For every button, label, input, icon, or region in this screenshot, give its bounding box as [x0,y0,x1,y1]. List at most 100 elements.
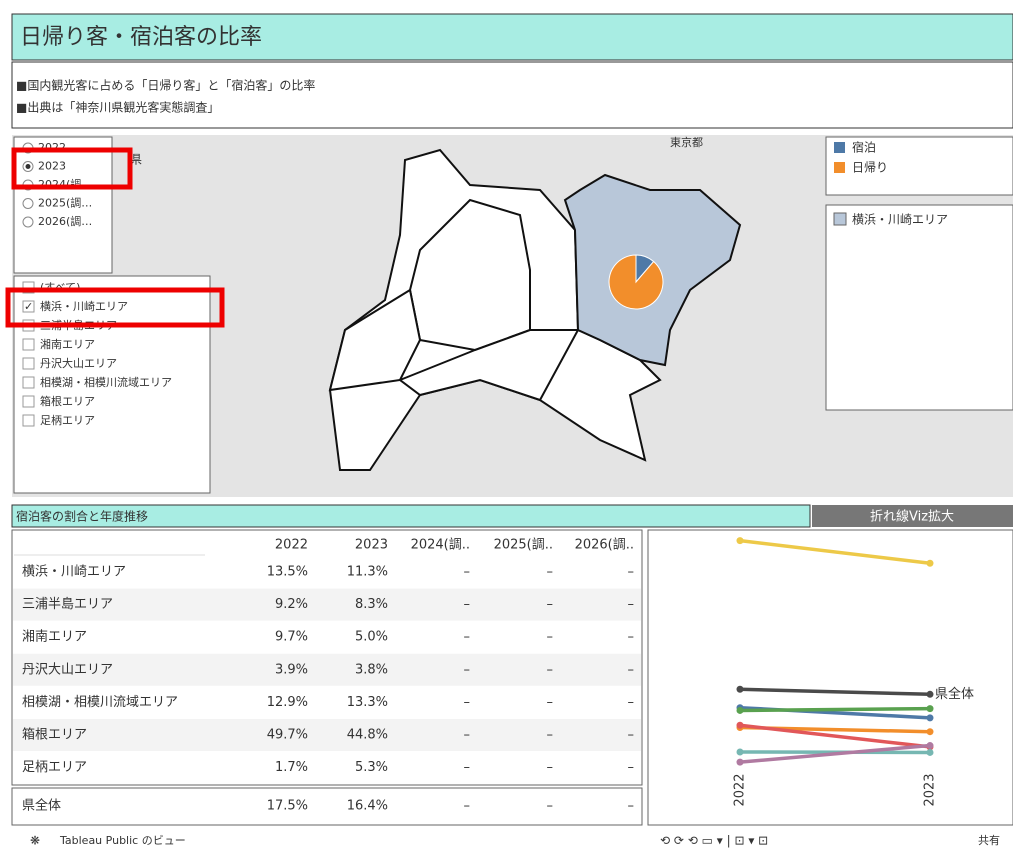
point [927,705,934,712]
cell: 16.4% [347,799,388,814]
point [737,686,744,693]
cell: – [628,565,635,580]
checkbox-label[interactable]: 相模湖・相模川流域エリア [40,375,172,389]
cell: – [464,728,471,743]
checkbox-label[interactable]: 箱根エリア [40,394,95,408]
cell: – [547,565,554,580]
description: ■国内観光客に占める「日帰り客」と「宿泊客」の比率 [16,78,315,93]
cell: – [547,597,554,612]
cell: 8.3% [355,597,388,612]
point [927,728,934,735]
point [927,560,934,567]
line-chart [648,530,1013,825]
x-tick-label: 2022 [733,773,748,806]
radio[interactable] [23,217,33,227]
cell: 12.9% [267,695,308,710]
row-label: 箱根エリア [22,727,87,743]
cell: – [464,597,471,612]
cell: 13.3% [347,695,388,710]
checkbox-label[interactable]: 横浜・川崎エリア [40,299,128,313]
x-tick-label: 2023 [923,773,938,806]
area-legend-label: 横浜・川崎エリア [852,213,948,227]
cell: – [464,662,471,677]
column-header: 2025(調.. [494,538,553,553]
cell: 3.9% [275,662,308,677]
point [927,714,934,721]
cell: 13.5% [267,565,308,580]
point [737,537,744,544]
row-label: 横浜・川崎エリア [22,565,126,580]
row-label: 相模湖・相模川流域エリア [22,695,178,710]
row-label: 県全体 [22,798,61,814]
table-title: 宿泊客の割合と年度推移 [16,509,148,524]
title: 日帰り客・宿泊客の比率 [20,25,262,50]
checkbox[interactable] [23,396,34,407]
cell: – [464,695,471,710]
line [740,709,930,711]
description-box [12,62,1013,128]
cell: 11.3% [347,565,388,580]
cell: – [628,630,635,645]
cell: – [628,799,635,814]
cell: – [464,760,471,775]
legend-swatch [834,162,845,173]
cell: – [547,630,554,645]
column-header: 2024(調.. [411,538,470,553]
point [737,759,744,766]
toolbar[interactable]: ⟲ ⟳ ⟲ ▭ ▾ | ⊡ ▾ ⊡ [660,834,768,848]
cell: – [464,565,471,580]
point [737,722,744,729]
checkbox[interactable] [23,377,34,388]
footer-text[interactable]: Tableau Public のビュー [59,834,186,847]
cell: 49.7% [267,728,308,743]
legend-swatch [834,142,845,153]
expand-button-label[interactable]: 折れ線Viz拡大 [870,509,954,525]
cell: 9.7% [275,630,308,645]
radio-label[interactable]: 2025(調… [38,196,92,210]
checkbox-label[interactable]: 湘南エリア [40,337,95,351]
cell: 1.7% [275,760,308,775]
radio-label[interactable]: 2026(調… [38,214,92,228]
row-label: 三浦半島エリア [22,597,113,612]
cell: 5.3% [355,760,388,775]
cell: – [547,662,554,677]
radio-label[interactable]: 2023 [38,160,66,173]
cell: – [628,597,635,612]
check: ✓ [24,300,33,313]
row-label: 足柄エリア [22,760,87,775]
checkbox[interactable] [23,339,34,350]
checkbox-label[interactable]: 丹沢大山エリア [40,356,117,370]
radio-dot [26,164,31,169]
map-label: 東京都 [670,135,703,149]
cell: – [628,760,635,775]
checkbox[interactable] [23,415,34,426]
row-label: 湘南エリア [22,629,87,645]
description: ■出典は「神奈川県観光客実態調査」 [16,100,219,115]
cell: 5.0% [355,630,388,645]
line-label: 県全体 [935,686,974,702]
pie [609,255,663,309]
cell: – [547,695,554,710]
area-swatch [834,213,846,225]
cell: 3.8% [355,662,388,677]
column-header: 2026(調.. [575,538,634,553]
checkbox[interactable] [23,358,34,369]
point [737,707,744,714]
checkbox-label[interactable]: 足柄エリア [40,414,95,427]
cell: 44.8% [347,728,388,743]
radio[interactable] [23,199,33,209]
share[interactable]: 共有 [978,833,1000,847]
cell: – [628,662,635,677]
legend-label: 宿泊 [852,140,876,155]
cell: – [628,695,635,710]
point [927,749,934,756]
pie-slice [609,255,663,309]
point [927,691,934,698]
legend-label: 日帰り [852,161,888,175]
cell: – [547,760,554,775]
cell: – [547,728,554,743]
column-header: 2023 [355,538,388,553]
cell: – [628,728,635,743]
point [927,742,934,749]
